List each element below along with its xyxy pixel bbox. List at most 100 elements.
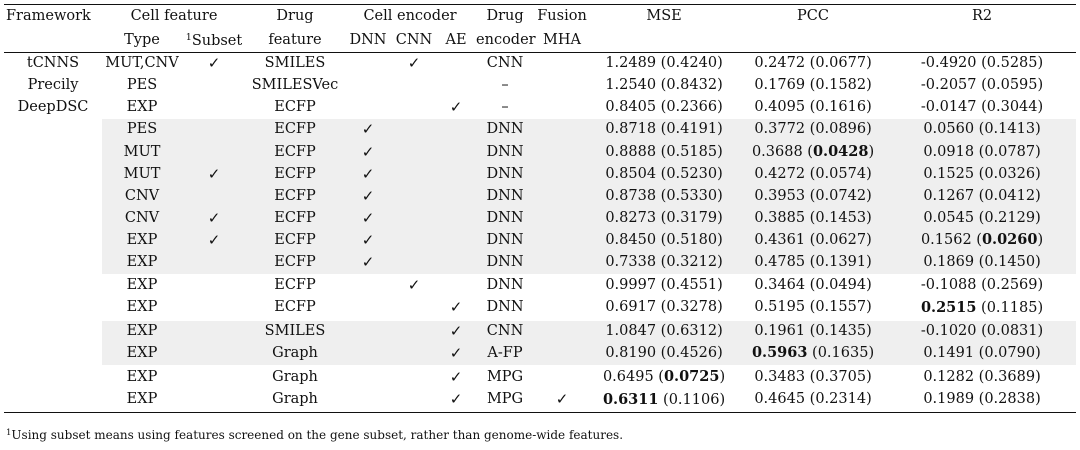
- header-subset: 1Subset: [182, 27, 246, 53]
- cell-type: EXP: [126, 299, 158, 316]
- cell-type: EXP: [126, 98, 158, 115]
- cell-type: MUT,CNV: [105, 55, 179, 71]
- table-row: MUT ECFP ✓ DNN 0.8888 (0.5185) 0.3688 (0.0428…: [4, 141, 1077, 164]
- cell-enc: DNN: [476, 252, 535, 275]
- table-row: EXP SMILES ✓ CNN 1.0847 (0.6312) 0.1961 (0.14…: [4, 319, 1077, 343]
- cell-framework: [4, 342, 102, 366]
- cell-pcc: 0.1769 (0.1582): [754, 76, 872, 93]
- cell-mse-text: 0.6495 (: [602, 369, 664, 386]
- cell-r2: -0.2057 (0.0595): [920, 76, 1044, 93]
- cell-framework: [4, 207, 102, 230]
- cell-mha: [534, 207, 591, 230]
- header-cnn: CNN: [395, 31, 433, 48]
- header-mse-blank: [590, 27, 738, 53]
- cell-r2-text-end: (0.1185): [976, 299, 1044, 316]
- cell-subset: [182, 75, 246, 97]
- cell-subset: [182, 141, 246, 164]
- cell-mse: 0.6917 (0.3278): [605, 299, 723, 316]
- cell-cnn: [392, 118, 436, 142]
- cell-dnn: ✓: [344, 229, 392, 253]
- cell-mse: 0.6495 (0.0725): [590, 365, 739, 389]
- table-row: EXP ECFP ✓ DNN 0.9997 (0.4551) 0.3464 (0.0494…: [4, 273, 1077, 297]
- cell-mha: [534, 229, 591, 253]
- cell-mha: [534, 297, 590, 320]
- header-mse: MSE: [646, 8, 682, 24]
- cell-pcc: 0.3772 (0.0896): [738, 118, 889, 142]
- cell-subset: [182, 389, 246, 412]
- table-body: tCNNS MUT,CNV ✓ SMILES ✓ CNN 1.2489 (0.4240) 0.…: [4, 53, 1077, 413]
- header-type: Type: [124, 31, 160, 48]
- cell-subset: [182, 118, 246, 142]
- cell-enc: A-FP: [476, 342, 535, 366]
- cell-subset: [182, 97, 246, 119]
- cell-r2: -0.1020 (0.0831): [888, 319, 1077, 343]
- cell-mse: 0.8190 (0.4526): [590, 342, 739, 366]
- cell-drug: SMILESVec: [251, 76, 339, 93]
- cell-ae: [436, 141, 477, 164]
- cell-framework: Precily: [27, 76, 79, 93]
- header-subset-sup: 1: [185, 32, 192, 43]
- cell-r2-text: 0.1562 (: [920, 232, 982, 249]
- cell-type: EXP: [126, 391, 158, 408]
- cell-dnn: ✓: [344, 185, 392, 208]
- cell-enc: –: [501, 76, 509, 93]
- cell-mha: [534, 365, 591, 389]
- cell-dnn: [344, 97, 392, 119]
- cell-cnn: [392, 141, 436, 164]
- cell-r2: -0.1088 (0.2569): [888, 273, 1077, 297]
- cell-framework: DeepDSC: [17, 98, 89, 115]
- cell-dnn: ✓: [344, 141, 392, 164]
- footnote-text: Using subset means using features screen…: [11, 428, 624, 442]
- cell-framework: [4, 320, 102, 343]
- cell-cnn: [392, 163, 436, 186]
- footnote: 1Using subset means using features scree…: [6, 428, 623, 442]
- cell-ae: [436, 163, 477, 186]
- header-framework-blank: [4, 27, 102, 53]
- cell-subset: [182, 297, 246, 320]
- cell-type: PES: [126, 76, 158, 93]
- cell-drug: ECFP: [246, 229, 344, 253]
- cell-type: EXP: [102, 365, 182, 389]
- cell-r2: 0.2515 (0.1185): [888, 297, 1076, 320]
- cell-framework: [4, 366, 102, 389]
- cell-mse: 1.2489 (0.4240): [605, 55, 723, 71]
- cell-dnn: [344, 319, 392, 343]
- cell-subset: [182, 185, 246, 208]
- cell-type: PES: [102, 118, 182, 142]
- cell-subset: ✓: [182, 229, 246, 253]
- header-cell-encoder: Cell encoder: [363, 8, 457, 24]
- cell-drug: ECFP: [246, 273, 344, 297]
- cell-type: EXP: [102, 273, 182, 297]
- cell-type: EXP: [102, 229, 182, 253]
- cell-pcc-text: 0.3688 (: [751, 144, 813, 161]
- cell-ae: [436, 229, 477, 253]
- cell-mse: 0.6311 (0.1106): [590, 389, 738, 412]
- cell-mse-text-end: ): [719, 369, 726, 386]
- cell-r2: 0.1562 (0.0260): [888, 229, 1077, 253]
- cell-mse: 0.8504 (0.5230): [590, 163, 739, 186]
- cell-pcc: 0.4095 (0.1616): [754, 98, 872, 115]
- cell-mha: [534, 118, 591, 142]
- cell-ae: ✓: [449, 390, 463, 409]
- cell-mha: [534, 75, 590, 97]
- table-row: EXP Graph ✓ MPG 0.6495 (0.0725) 0.3483 (0.370…: [4, 365, 1077, 389]
- cell-drug: ECFP: [274, 299, 316, 316]
- cell-ae: [436, 207, 477, 230]
- header-drug-feature: feature: [268, 31, 322, 48]
- table-row: DeepDSC EXP ECFP ✓ – 0.8405 (0.2366) 0.4095 (0…: [4, 97, 1076, 119]
- cell-type: EXP: [102, 252, 182, 275]
- cell-pcc-text-end: (0.1635): [807, 345, 875, 362]
- cell-mse: 0.8738 (0.5330): [590, 185, 739, 208]
- cell-subset: ✓: [207, 54, 221, 72]
- table-row: MUT ✓ ECFP ✓ DNN 0.8504 (0.5230) 0.4272 (0.057…: [4, 163, 1077, 186]
- cell-framework: [4, 141, 102, 164]
- cell-mse: 0.8450 (0.5180): [590, 229, 739, 253]
- cell-mha: [534, 185, 591, 208]
- cell-r2: 0.1869 (0.1450): [888, 252, 1077, 275]
- cell-dnn: [344, 297, 392, 320]
- cell-subset: [182, 252, 246, 275]
- cell-r2: 0.1525 (0.0326): [888, 163, 1077, 186]
- cell-pcc-best-value: 0.0428: [812, 143, 869, 161]
- cell-enc: CNN: [486, 55, 524, 71]
- cell-subset: ✓: [182, 163, 246, 186]
